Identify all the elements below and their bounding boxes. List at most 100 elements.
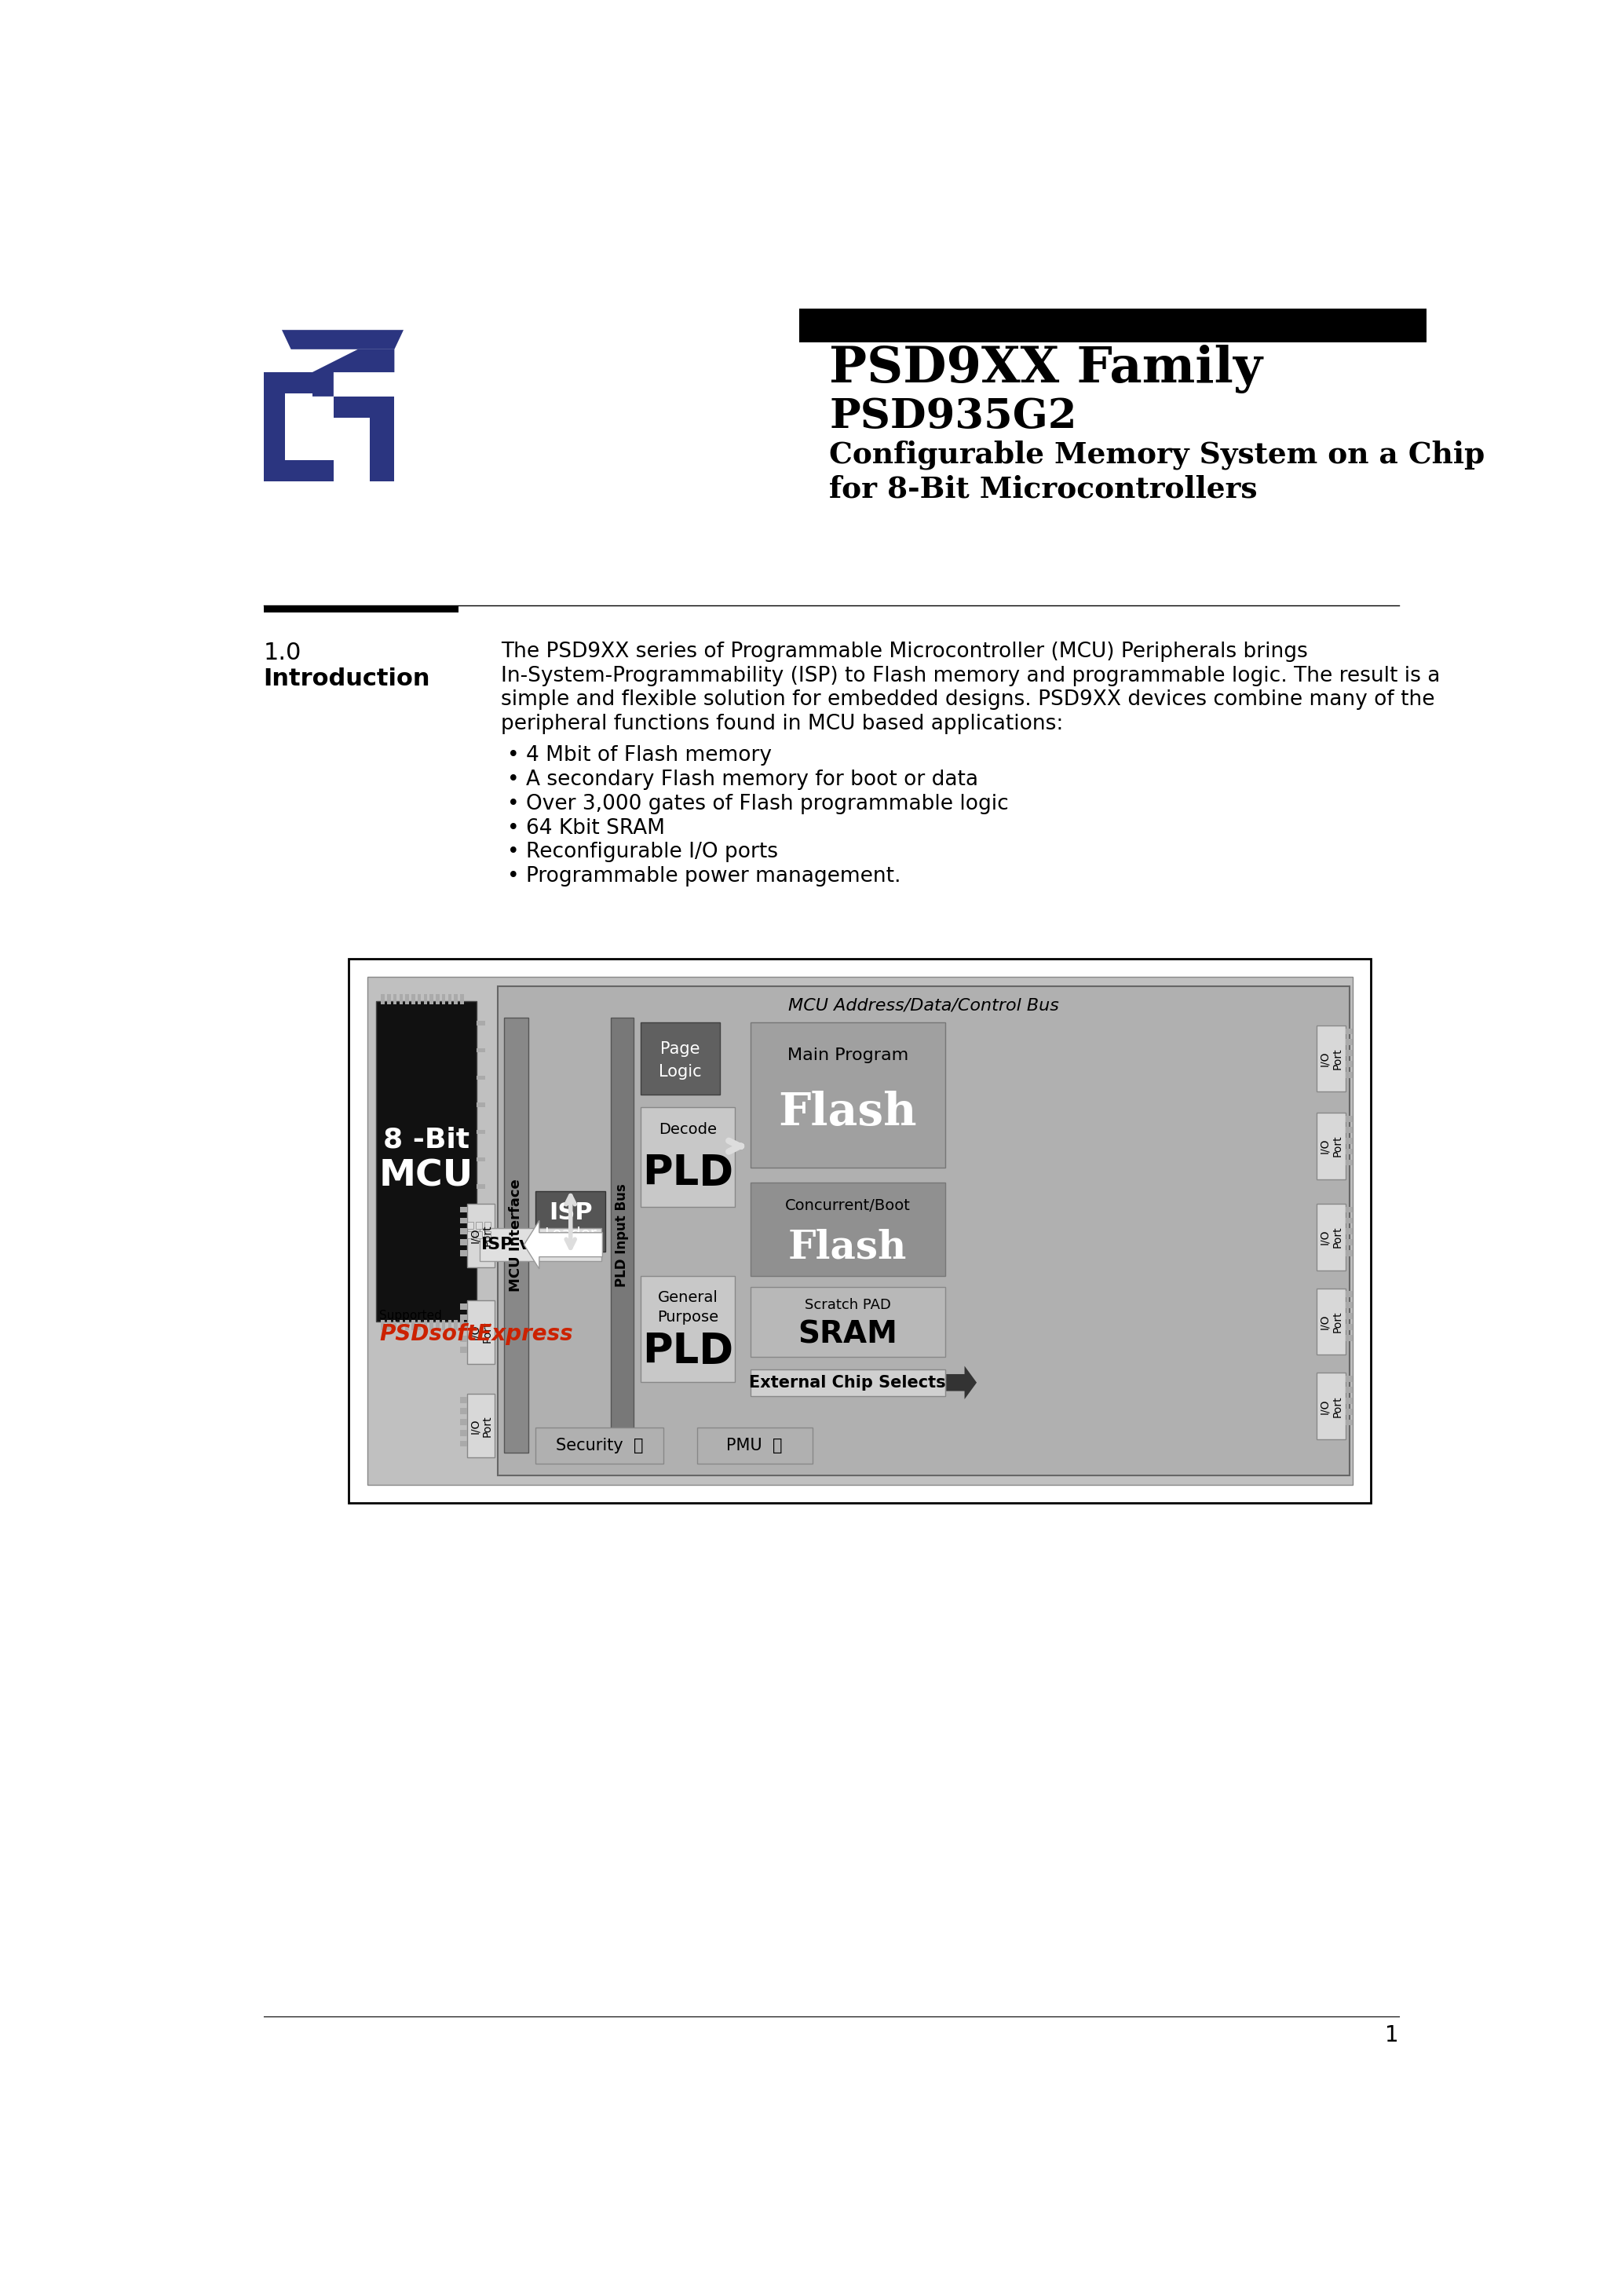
Bar	[399, 994, 402, 1003]
Bar	[461, 994, 464, 1003]
Bar	[393, 994, 397, 1003]
Bar	[412, 1320, 415, 1329]
Bar	[441, 994, 446, 1003]
Bar	[475, 1221, 482, 1228]
Bar	[461, 1419, 467, 1426]
Text: ISP: ISP	[548, 1201, 592, 1224]
Text: PLD: PLD	[642, 1153, 733, 1194]
Bar	[1315, 1203, 1345, 1270]
Bar	[535, 1428, 663, 1463]
Bar	[751, 1182, 946, 1277]
Text: I/O
Port: I/O Port	[469, 1224, 493, 1247]
Text: ISP via JTAG: ISP via JTAG	[482, 1238, 600, 1254]
Bar	[461, 1430, 467, 1435]
Bar	[1345, 1240, 1353, 1244]
Polygon shape	[264, 418, 334, 482]
Text: Security  🔒: Security 🔒	[556, 1437, 644, 1453]
Text: I/O
Port: I/O Port	[1319, 1134, 1343, 1157]
Bar	[1345, 1159, 1353, 1166]
Text: Supported: Supported	[380, 1309, 441, 1320]
Polygon shape	[285, 393, 313, 418]
Bar	[1315, 1288, 1345, 1355]
Bar	[641, 1107, 735, 1208]
Bar	[461, 1440, 467, 1446]
Text: I/O
Port: I/O Port	[1319, 1396, 1343, 1417]
Bar	[467, 1221, 474, 1228]
Polygon shape	[264, 372, 313, 418]
Bar	[461, 1313, 467, 1320]
Bar	[1315, 1114, 1345, 1180]
Bar	[461, 1304, 467, 1309]
Bar	[454, 994, 457, 1003]
Bar	[467, 1300, 495, 1364]
Text: peripheral functions found in MCU based applications:: peripheral functions found in MCU based …	[501, 714, 1064, 735]
Bar	[1345, 1407, 1353, 1414]
Text: Logic: Logic	[659, 1063, 702, 1079]
Bar	[1345, 1148, 1353, 1155]
Bar	[376, 1001, 477, 1322]
Bar	[461, 1348, 467, 1352]
Text: • Over 3,000 gates of Flash programmable logic: • Over 3,000 gates of Flash programmable…	[508, 794, 1009, 815]
Text: Purpose: Purpose	[657, 1309, 719, 1325]
Bar	[1345, 1139, 1353, 1143]
Text: for 8-Bit Microcontrollers: for 8-Bit Microcontrollers	[829, 475, 1257, 505]
Text: PSDsoftExpress: PSDsoftExpress	[380, 1322, 573, 1345]
Bar	[1345, 1290, 1353, 1297]
Bar	[412, 994, 415, 1003]
Bar	[1345, 1251, 1353, 1256]
Text: MCU: MCU	[380, 1159, 474, 1194]
Text: Loader: Loader	[545, 1226, 597, 1242]
Bar	[641, 1277, 735, 1382]
Bar	[448, 994, 451, 1003]
Bar	[388, 1320, 391, 1329]
Bar	[367, 976, 1353, 1486]
Text: I/O
Port: I/O Port	[469, 1320, 493, 1343]
Bar	[423, 994, 427, 1003]
Bar	[610, 1017, 634, 1453]
Text: Flash: Flash	[788, 1228, 907, 1267]
Polygon shape	[313, 349, 394, 397]
Text: PSD9XX Family: PSD9XX Family	[829, 344, 1264, 393]
Bar	[467, 1394, 495, 1458]
Bar	[1345, 1398, 1353, 1403]
Bar	[264, 606, 459, 613]
Bar	[1345, 1040, 1353, 1045]
Bar	[461, 1251, 467, 1256]
Bar	[381, 1320, 384, 1329]
Text: PLD Input Bus: PLD Input Bus	[615, 1182, 629, 1286]
Text: I/O
Port: I/O Port	[469, 1414, 493, 1437]
Bar	[751, 1288, 946, 1357]
Text: Decode: Decode	[659, 1123, 717, 1137]
Text: I/O
Port: I/O Port	[1319, 1047, 1343, 1070]
Bar	[417, 994, 422, 1003]
Text: Introduction: Introduction	[264, 668, 430, 691]
Bar	[461, 1228, 467, 1235]
Text: PSD935G2: PSD935G2	[829, 397, 1077, 436]
Bar	[480, 1228, 602, 1261]
FancyArrow shape	[946, 1366, 976, 1398]
Bar	[406, 1320, 409, 1329]
Bar	[477, 1102, 485, 1107]
Bar	[461, 1240, 467, 1244]
Bar	[1345, 1375, 1353, 1382]
Bar	[477, 1022, 485, 1026]
Bar	[1345, 1127, 1353, 1132]
Bar	[1345, 1029, 1353, 1033]
Bar	[1345, 1049, 1353, 1056]
Bar	[388, 994, 391, 1003]
Bar	[477, 1130, 485, 1134]
Text: Configurable Memory System on a Chip: Configurable Memory System on a Chip	[829, 441, 1486, 468]
Bar	[697, 1428, 813, 1463]
Text: Concurrent/Boot: Concurrent/Boot	[785, 1199, 910, 1212]
Text: • A secondary Flash memory for boot or data: • A secondary Flash memory for boot or d…	[508, 769, 978, 790]
FancyArrow shape	[524, 1221, 602, 1270]
Text: I/O
Port: I/O Port	[1319, 1226, 1343, 1247]
Text: External Chip Selects: External Chip Selects	[749, 1375, 946, 1391]
Bar	[498, 985, 1350, 1476]
Text: • Programmable power management.: • Programmable power management.	[508, 866, 900, 886]
Text: Page: Page	[660, 1042, 701, 1056]
Bar	[477, 1075, 485, 1079]
Bar	[1345, 1217, 1353, 1224]
Bar	[1345, 1387, 1353, 1394]
Bar	[477, 1157, 485, 1162]
